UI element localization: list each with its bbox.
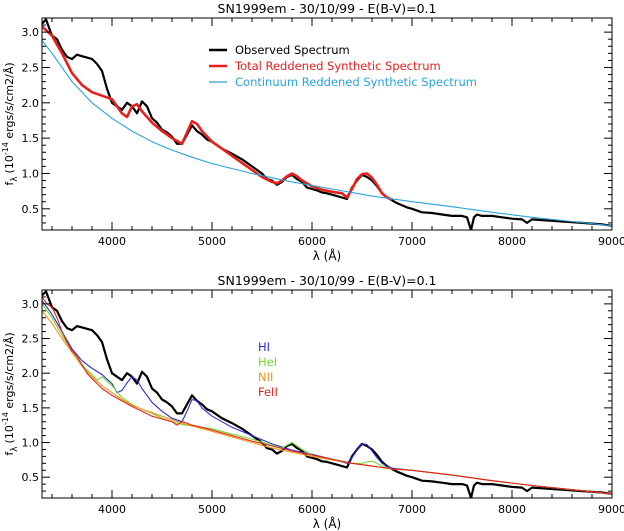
y-tick-label: 2.0 bbox=[22, 97, 40, 110]
y-label-main: f bbox=[3, 451, 16, 456]
x-tick-label: 8000 bbox=[498, 503, 526, 516]
x-tick-label: 7000 bbox=[398, 235, 426, 248]
chart-panel-1: 4000 5000 6000 7000 8000 9000 0.5 1.0 1.5 2.0 2.5 3… bbox=[1, 1, 624, 263]
y-tick-label: 0.5 bbox=[22, 203, 40, 216]
y-label-units: ergs/s/cm2/Å) bbox=[3, 332, 16, 412]
series-line-nii bbox=[42, 310, 612, 495]
x-tick-label: 5000 bbox=[198, 235, 226, 248]
x-tick-label: 6000 bbox=[298, 503, 326, 516]
y-tick-label: 1.0 bbox=[22, 437, 40, 450]
legend-label: FeII bbox=[258, 385, 278, 399]
y-label-sub: λ bbox=[10, 446, 20, 452]
y-tick-label: 2.0 bbox=[22, 367, 40, 380]
chart-title: SN1999em - 30/10/99 - E(B-V)=0.1 bbox=[218, 273, 437, 288]
x-axis: 4000 5000 6000 7000 8000 9000 bbox=[51, 290, 624, 516]
legend-label: Total Reddened Synthetic Spectrum bbox=[234, 59, 441, 73]
legend-label: Continuum Reddened Synthetic Spectrum bbox=[235, 75, 477, 89]
y-axis-label: fλ (10-14 ergs/s/cm2/Å) bbox=[1, 62, 20, 185]
y-label-sub: λ bbox=[10, 176, 20, 182]
y-tick-label: 1.5 bbox=[22, 402, 40, 415]
x-tick-label: 4000 bbox=[98, 235, 126, 248]
y-tick-label: 2.5 bbox=[22, 61, 40, 74]
x-tick-label: 4000 bbox=[98, 503, 126, 516]
x-tick-label: 9000 bbox=[598, 503, 624, 516]
y-label-paren: (10 bbox=[3, 155, 16, 173]
y-axis-label: fλ (10-14 ergs/s/cm2/Å) bbox=[1, 332, 20, 455]
legend-label: HeI bbox=[258, 355, 277, 369]
series-line-observed bbox=[42, 290, 612, 498]
y-tick-label: 3.0 bbox=[22, 26, 40, 39]
legend: Observed Spectrum Total Reddened Syntheti… bbox=[209, 43, 477, 89]
series-line-continuum-reddened-synthetic-spectrum bbox=[42, 40, 612, 227]
legend-label: HI bbox=[258, 340, 270, 354]
y-label-main: f bbox=[3, 181, 16, 186]
x-tick-label: 6000 bbox=[298, 235, 326, 248]
y-label-exp: -14 bbox=[1, 142, 10, 155]
x-axis-label: λ (Å) bbox=[313, 248, 342, 263]
y-axis: 0.5 1.0 1.5 2.0 2.5 3.0 bbox=[22, 24, 612, 224]
y-tick-label: 2.5 bbox=[22, 333, 40, 346]
series-line-hi bbox=[42, 300, 612, 495]
legend-label: NII bbox=[258, 370, 273, 384]
series-line-feii bbox=[42, 296, 612, 495]
x-tick-label: 9000 bbox=[598, 235, 624, 248]
plot-frame bbox=[41, 289, 613, 499]
y-tick-label: 3.0 bbox=[22, 298, 40, 311]
chart-title: SN1999em - 30/10/99 - E(B-V)=0.1 bbox=[218, 1, 437, 16]
x-tick-label: 8000 bbox=[498, 235, 526, 248]
y-tick-label: 1.5 bbox=[22, 132, 40, 145]
x-axis: 4000 5000 6000 7000 8000 9000 bbox=[51, 18, 624, 248]
y-axis: 0.5 1.0 1.5 2.0 2.5 3.0 bbox=[22, 296, 612, 492]
series-line-hei bbox=[42, 303, 612, 495]
x-axis-label: λ (Å) bbox=[313, 516, 342, 531]
y-tick-label: 1.0 bbox=[22, 167, 40, 180]
legend-label: Observed Spectrum bbox=[235, 43, 350, 57]
x-tick-label: 7000 bbox=[398, 503, 426, 516]
y-label-exp: -14 bbox=[1, 412, 10, 425]
y-label-paren: (10 bbox=[3, 425, 16, 443]
series-line-total-reddened-synthetic-spectrum bbox=[42, 25, 393, 201]
x-tick-label: 5000 bbox=[198, 503, 226, 516]
chart-panel-2: 4000 5000 6000 7000 8000 9000 0.5 1.0 1.5 2.0 2.5 3… bbox=[1, 273, 624, 531]
y-label-units: ergs/s/cm2/Å) bbox=[3, 62, 16, 142]
y-tick-label: 0.5 bbox=[22, 471, 40, 484]
